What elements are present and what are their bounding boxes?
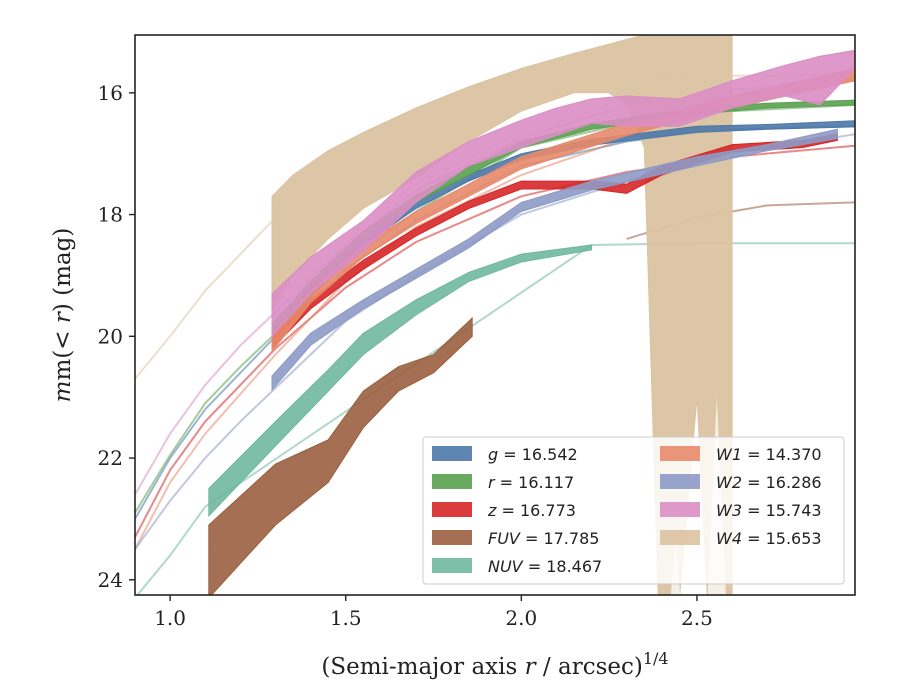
legend-label: W4 = 15.653 [716,529,822,548]
band-w2 [271,128,838,392]
y-axis-label: mm(< r) (mag) [50,228,76,403]
x-tick-label: 1.5 [330,606,362,630]
legend-label: W3 = 15.743 [716,501,822,520]
legend-swatch [432,474,472,489]
legend-item-w3: W3 = 15.743 [660,501,822,520]
legend-swatch [432,558,472,573]
y-tick-label: 22 [98,446,123,470]
band-z [271,133,838,350]
legend-label: z = 16.773 [487,501,576,520]
y-tick-label: 16 [98,81,123,105]
legend-label: NUV = 18.467 [488,557,602,576]
band-fuv [208,316,473,595]
band-w4 [271,35,733,595]
x-axis-label: (Semi-major axis r / arcsec)1/4 [321,649,668,680]
legend-label: FUV = 17.785 [488,529,599,548]
y-tick-label: 24 [98,568,123,592]
x-tick-label: 2.5 [681,606,713,630]
x-tick-label: 2.0 [505,606,537,630]
legend-item-z: z = 16.773 [432,501,576,520]
legend-label: r = 16.117 [488,473,574,492]
legend-label: W2 = 16.286 [716,473,822,492]
legend-label: g = 16.542 [488,445,578,464]
axis-ticks: 1.0 1.5 2.0 2.5 16 18 20 22 24 [98,81,713,630]
band-w1 [271,67,855,353]
legend-item-g: g = 16.542 [432,445,578,464]
legend-item-w4: W4 = 15.653 [660,529,822,548]
legend-swatch [432,530,472,545]
y-tick-label: 20 [98,324,123,348]
legend-item-fuv: FUV = 17.785 [432,529,599,548]
legend-swatch [432,446,472,461]
legend-item-w1: W1 = 14.370 [660,445,822,464]
x-tick-label: 1.0 [154,606,186,630]
legend-swatch [660,530,700,545]
band-w3 [271,49,855,338]
axes-frame [134,34,856,596]
legend-swatch [660,502,700,517]
legend-swatch [660,474,700,489]
legend-swatch [432,502,472,517]
legend-swatch [660,446,700,461]
legend-item-w2: W2 = 16.286 [660,473,822,492]
legend-item-nuv: NUV = 18.467 [432,557,602,576]
band-nuv [208,244,593,518]
legend: g = 16.542 r = 16.117 z = 16.773 FUV = 17.7… [422,436,845,585]
y-tick-label: 18 [98,203,123,227]
legend-label: W1 = 14.370 [716,445,822,464]
legend-box [422,436,845,585]
legend-item-r: r = 16.117 [432,473,574,492]
